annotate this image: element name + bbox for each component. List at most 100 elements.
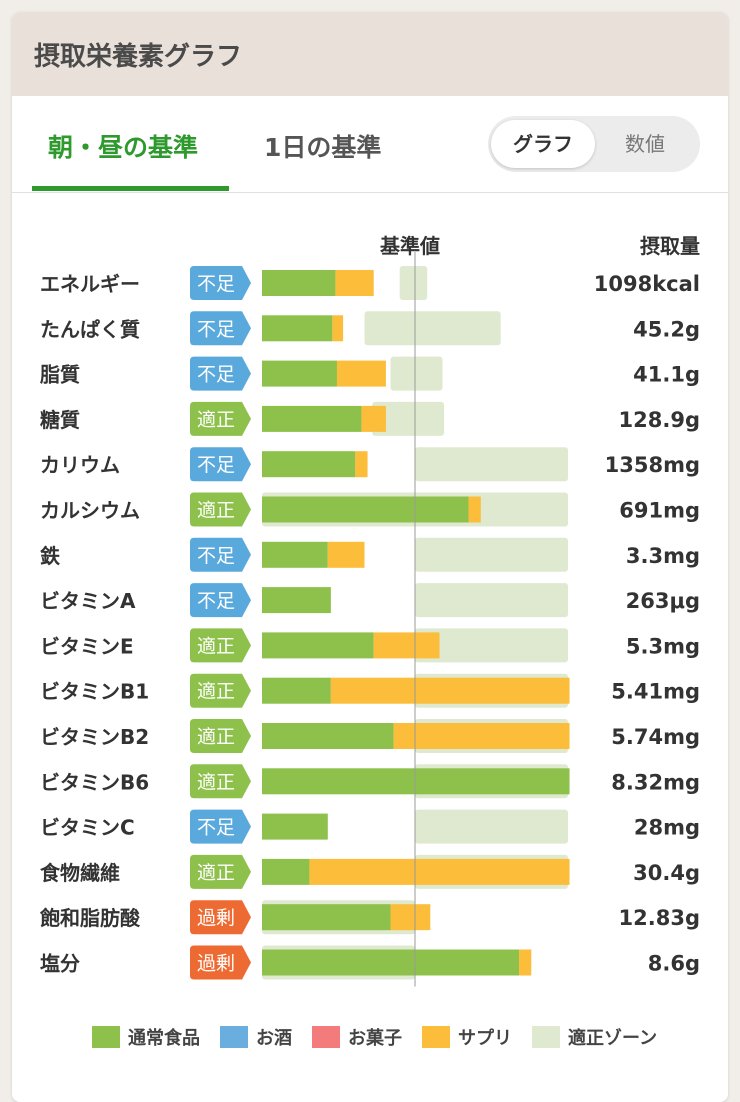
status-badge-label-row-1: 不足 [197, 318, 235, 340]
status-badge-label-row-8: 適正 [197, 635, 235, 657]
legend-label-supplement: サプリ [458, 1028, 512, 1049]
tab-daily-standard[interactable]: 1日の基準 [264, 133, 382, 162]
status-badge-row-0 [190, 266, 251, 300]
nutrient-label-row-4: カリウム [40, 453, 120, 477]
intake-value-row-9: 5.41mg [611, 680, 700, 704]
status-badge-label-row-13: 適正 [197, 862, 235, 884]
baseline-column-header: 基準値 [380, 234, 440, 258]
legend-item-optimal-zone: 適正ゾーン [532, 1024, 657, 1050]
bar-supplement-row-6 [327, 541, 365, 568]
toggle-graph-option[interactable]: グラフ [491, 120, 595, 168]
intake-value-row-12: 28mg [634, 816, 700, 840]
bar-supplement-row-2 [336, 360, 386, 387]
bar-supplement-row-10 [393, 723, 570, 749]
bar-supplement-row-14 [390, 904, 431, 931]
status-badge-label-row-9: 適正 [197, 681, 235, 703]
tab-morning-noon-standard[interactable]: 朝・昼の基準 [48, 133, 199, 162]
legend-label-snacks: お菓子 [348, 1028, 402, 1049]
card-title: 摂取栄養素グラフ [34, 42, 243, 72]
optimal-zone-row-3 [372, 401, 445, 436]
status-badge-row-9 [190, 673, 251, 708]
status-badge-row-12 [190, 809, 251, 844]
status-badge-row-13 [190, 854, 251, 889]
bar-supplement-row-9 [330, 677, 570, 704]
bar-normal-food-row-5 [262, 496, 469, 523]
optimal-zone-row-0 [399, 266, 428, 300]
status-badge-row-5 [190, 492, 251, 527]
status-badge-label-row-10: 適正 [197, 726, 235, 748]
bar-normal-food-row-10 [262, 723, 394, 749]
legend-item-alcohol: お酒 [220, 1024, 292, 1050]
view-toggle[interactable]: グラフ 数値 [488, 116, 700, 172]
legend-swatch-optimal-zone [532, 1026, 560, 1048]
bar-normal-food-row-12 [262, 813, 328, 840]
intake-value-row-0: 1098kcal [594, 272, 700, 296]
nutrient-label-row-8: ビタミンE [40, 634, 134, 658]
intake-value-row-13: 30.4g [633, 861, 700, 885]
status-badge-row-11 [190, 764, 251, 799]
card-header: 摂取栄養素グラフ [12, 12, 728, 96]
status-badge-label-row-15: 過剰 [197, 953, 235, 975]
intake-value-row-6: 3.3mg [626, 544, 700, 568]
status-badge-row-6 [190, 537, 251, 572]
nutrient-label-row-0: エネルギー [40, 272, 140, 296]
bar-supplement-row-4 [355, 451, 368, 478]
bar-supplement-row-8 [373, 632, 440, 659]
status-badge-label-row-4: 不足 [197, 454, 235, 476]
bar-normal-food-row-8 [262, 632, 374, 659]
bar-normal-food-row-13 [262, 858, 310, 885]
nutrient-graph-card: 摂取栄養素グラフ 朝・昼の基準 1日の基準 グラフ 数値 基準値 摂取量 エネル… [12, 12, 728, 1102]
legend-label-alcohol: お酒 [256, 1028, 292, 1049]
intake-value-row-3: 128.9g [619, 408, 700, 432]
nutrient-label-row-6: 鉄 [40, 544, 60, 568]
nutrient-label-row-14: 飽和脂肪酸 [40, 906, 141, 930]
bar-normal-food-row-2 [262, 360, 337, 387]
status-badge-label-row-3: 適正 [197, 409, 235, 431]
legend-label-optimal-zone: 適正ゾーン [568, 1028, 658, 1049]
optimal-zone-row-7 [415, 583, 568, 618]
optimal-zone-row-12 [415, 809, 568, 844]
status-badge-row-8 [190, 628, 251, 663]
bar-normal-food-row-4 [262, 451, 356, 478]
bar-supplement-row-0 [335, 270, 374, 296]
bar-normal-food-row-0 [262, 270, 336, 296]
status-badge-label-row-0: 不足 [197, 273, 235, 295]
bar-normal-food-row-6 [262, 541, 328, 568]
intake-value-row-10: 5.74mg [611, 725, 700, 749]
nutrient-label-row-13: 食物繊維 [40, 861, 120, 885]
status-badge-label-row-14: 過剰 [197, 907, 235, 929]
legend-swatch-supplement [422, 1026, 450, 1048]
intake-value-row-1: 45.2g [633, 317, 700, 341]
nutrient-label-row-10: ビタミンB2 [40, 725, 149, 749]
bar-normal-food-row-7 [262, 587, 331, 614]
nutrient-label-row-7: ビタミンA [40, 589, 136, 613]
status-badge-row-15 [190, 945, 251, 980]
status-badge-label-row-6: 不足 [197, 545, 235, 567]
bar-supplement-row-15 [519, 949, 532, 976]
bar-supplement-row-1 [332, 315, 344, 342]
status-badge-label-row-12: 不足 [197, 817, 235, 839]
nutrient-label-row-3: 糖質 [40, 408, 80, 432]
status-badge-row-3 [190, 401, 251, 436]
intake-value-row-15: 8.6g [648, 952, 700, 976]
chart-legend: 通常食品 お酒 お菓子 サプリ 適正ゾーン [92, 1024, 677, 1050]
bar-normal-food-row-1 [262, 315, 333, 342]
bar-supplement-row-3 [361, 405, 386, 432]
nutrient-label-row-5: カルシウム [40, 499, 140, 523]
intake-value-row-5: 691mg [619, 499, 700, 523]
status-badge-row-4 [190, 447, 251, 482]
nutrient-label-row-1: たんぱく質 [40, 317, 140, 341]
nutrient-label-row-9: ビタミンB1 [40, 680, 149, 704]
status-badge-label-row-7: 不足 [197, 590, 235, 612]
intake-value-row-14: 12.83g [619, 906, 700, 930]
legend-swatch-normal-food [92, 1026, 120, 1048]
legend-item-normal-food: 通常食品 [92, 1024, 200, 1050]
intake-value-row-4: 1358mg [605, 453, 700, 477]
intake-value-row-7: 263μg [626, 589, 700, 613]
toggle-numeric-option[interactable]: 数値 [625, 132, 665, 156]
optimal-zone-row-2 [390, 356, 443, 391]
bar-supplement-row-13 [309, 858, 570, 885]
nutrient-label-row-11: ビタミンB6 [40, 770, 149, 794]
bar-normal-food-row-15 [262, 949, 520, 976]
